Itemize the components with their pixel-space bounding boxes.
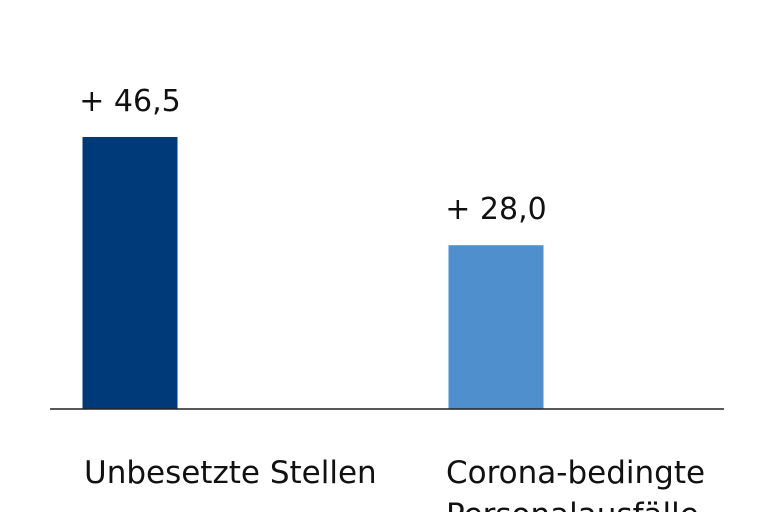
bar-1 (82, 136, 178, 409)
data-label-2: + 28,0 (445, 192, 546, 227)
category-label-1: Unbesetzte Stellen (84, 455, 377, 491)
category-labels-group: Unbesetzte Stellen Corona-bedingtePersona… (84, 455, 705, 512)
data-labels-group: + 46,5 + 28,0 (79, 84, 546, 227)
category-label-2: Corona-bedingtePersonalausfälle (446, 455, 705, 512)
data-label-1: + 46,5 (79, 84, 180, 119)
bars-group (82, 136, 544, 409)
bar-2 (448, 245, 544, 409)
